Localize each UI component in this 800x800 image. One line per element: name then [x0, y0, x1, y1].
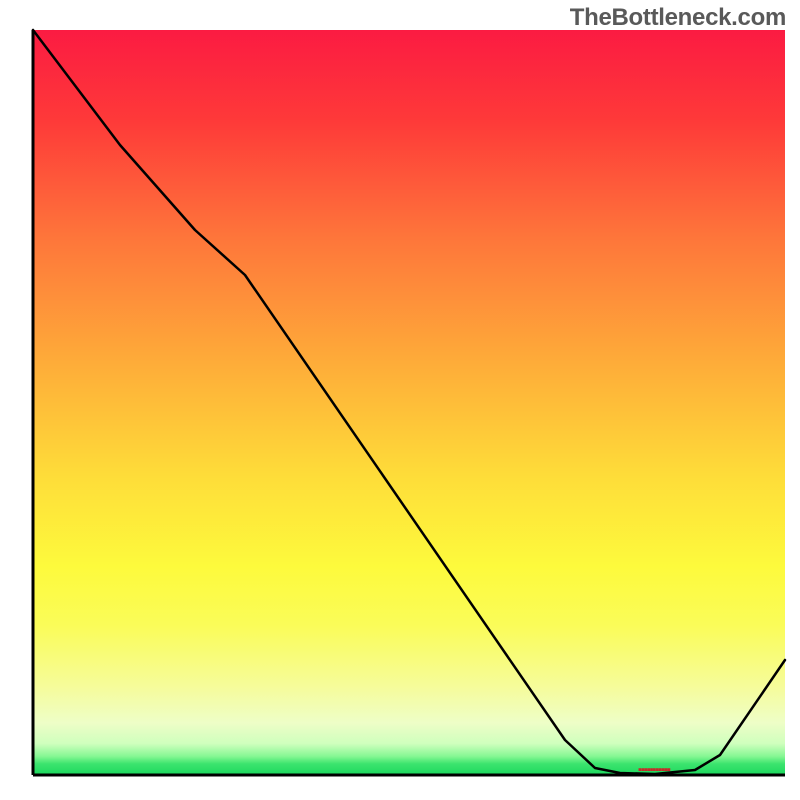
watermark-text: TheBottleneck.com: [570, 4, 786, 32]
target-marker: ▪▪▪▪▪▪▪▪▪▪▪: [638, 764, 670, 776]
chart-svg: [0, 0, 800, 800]
bottleneck-chart: TheBottleneck.com ▪▪▪▪▪▪▪▪▪▪▪: [0, 0, 800, 800]
plot-background: [33, 30, 785, 775]
